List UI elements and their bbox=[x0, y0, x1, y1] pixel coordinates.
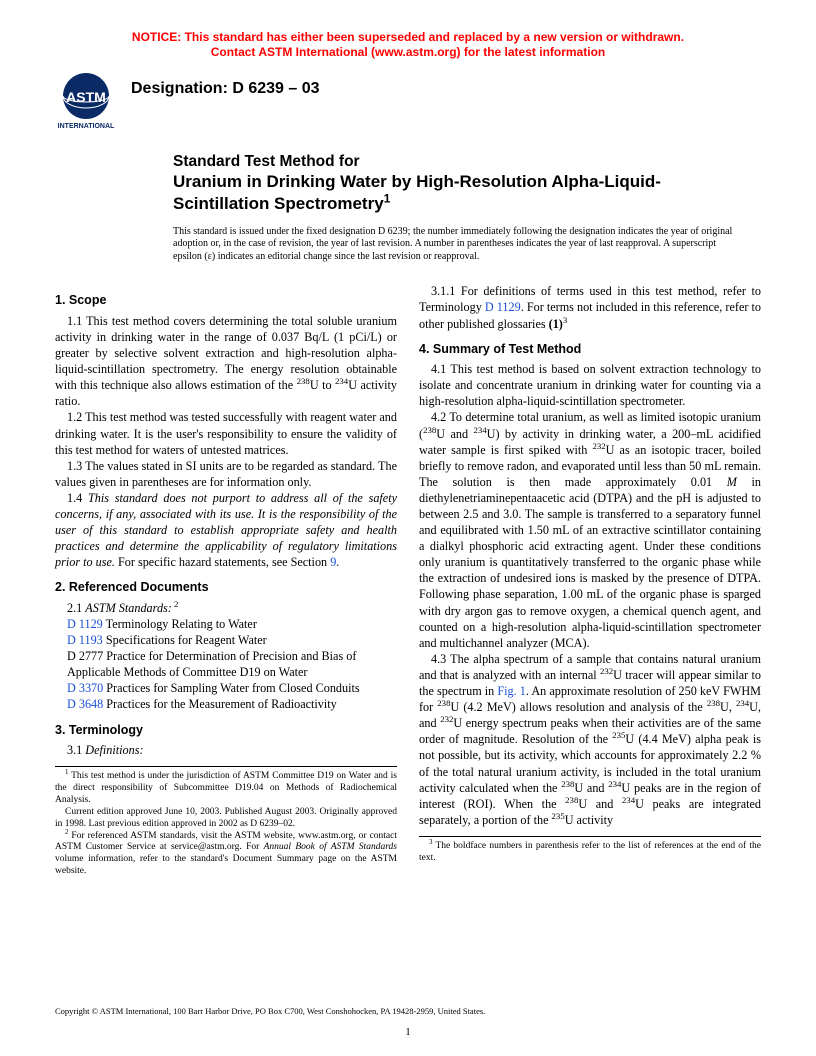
title-main: Uranium in Drinking Water by High-Resolu… bbox=[173, 171, 751, 214]
copyright-text: Copyright © ASTM International, 100 Barr… bbox=[55, 1006, 485, 1016]
code-d2777: D 2777 bbox=[67, 649, 103, 663]
footnote-2: 2 For referenced ASTM standards, visit t… bbox=[55, 831, 397, 879]
link-d1129-inline[interactable]: D 1129 bbox=[485, 300, 521, 314]
footnotes-right: 3 The boldface numbers in parenthesis re… bbox=[419, 836, 761, 865]
para-1-4: 1.4 This standard does not purport to ad… bbox=[55, 490, 397, 570]
page-number: 1 bbox=[0, 1026, 816, 1038]
title-block: Standard Test Method for Uranium in Drin… bbox=[173, 152, 751, 214]
terminology-heading: 3. Terminology bbox=[55, 722, 397, 739]
link-fig-1[interactable]: Fig. 1 bbox=[497, 684, 526, 698]
link-d3370[interactable]: D 3370 bbox=[67, 681, 103, 695]
page: NOTICE: This standard has either been su… bbox=[0, 0, 816, 1056]
ref-d1193: D 1193 Specifications for Reagent Water bbox=[55, 632, 397, 648]
para-1-3: 1.3 The values stated in SI units are to… bbox=[55, 458, 397, 490]
ref-d1129: D 1129 Terminology Relating to Water bbox=[55, 616, 397, 632]
ref-d3648: D 3648 Practices for the Measurement of … bbox=[55, 696, 397, 712]
footnotes-left: 1 This test method is under the jurisdic… bbox=[55, 766, 397, 878]
para-3-1-1: 3.1.1 For definitions of terms used in t… bbox=[419, 283, 761, 331]
header-row: ASTM INTERNATIONAL Designation: D 6239 –… bbox=[55, 72, 761, 134]
designation-text: Designation: D 6239 – 03 bbox=[131, 80, 320, 98]
body-columns: 1. Scope 1.1 This test method covers det… bbox=[55, 283, 761, 878]
para-1-2: 1.2 This test method was tested successf… bbox=[55, 409, 397, 457]
refdocs-heading: 2. Referenced Documents bbox=[55, 579, 397, 596]
title-sup: 1 bbox=[384, 191, 391, 205]
footnote-3: 3 The boldface numbers in parenthesis re… bbox=[419, 841, 761, 865]
footnote-1: 1 This test method is under the jurisdic… bbox=[55, 771, 397, 807]
title-main-text: Uranium in Drinking Water by High-Resolu… bbox=[173, 172, 661, 212]
scope-heading: 1. Scope bbox=[55, 292, 397, 309]
link-d1193[interactable]: D 1193 bbox=[67, 633, 103, 647]
para-4-1: 4.1 This test method is based on solvent… bbox=[419, 361, 761, 409]
svg-text:ASTM: ASTM bbox=[66, 89, 106, 105]
link-d3648[interactable]: D 3648 bbox=[67, 697, 103, 711]
notice-line1: NOTICE: This standard has either been su… bbox=[132, 30, 684, 44]
summary-heading: 4. Summary of Test Method bbox=[419, 341, 761, 358]
title-lead: Standard Test Method for bbox=[173, 152, 751, 171]
astm-logo-icon: ASTM INTERNATIONAL bbox=[55, 72, 117, 134]
footnote-1b: Current edition approved June 10, 2003. … bbox=[55, 807, 397, 831]
link-d1129[interactable]: D 1129 bbox=[67, 617, 103, 631]
notice-banner: NOTICE: This standard has either been su… bbox=[55, 30, 761, 60]
svg-text:INTERNATIONAL: INTERNATIONAL bbox=[58, 123, 115, 130]
issuance-note: This standard is issued under the fixed … bbox=[173, 226, 741, 264]
ref-d2777: D 2777 Practice for Determination of Pre… bbox=[55, 648, 397, 680]
para-2-1: 2.1 ASTM Standards: 2 bbox=[55, 600, 397, 616]
para-4-2: 4.2 To determine total uranium, as well … bbox=[419, 409, 761, 650]
para-1-1: 1.1 This test method covers determining … bbox=[55, 313, 397, 410]
ref-d3370: D 3370 Practices for Sampling Water from… bbox=[55, 680, 397, 696]
para-4-3: 4.3 The alpha spectrum of a sample that … bbox=[419, 651, 761, 828]
notice-line2: Contact ASTM International (www.astm.org… bbox=[211, 45, 605, 59]
para-3-1: 3.1 Definitions: bbox=[55, 742, 397, 758]
